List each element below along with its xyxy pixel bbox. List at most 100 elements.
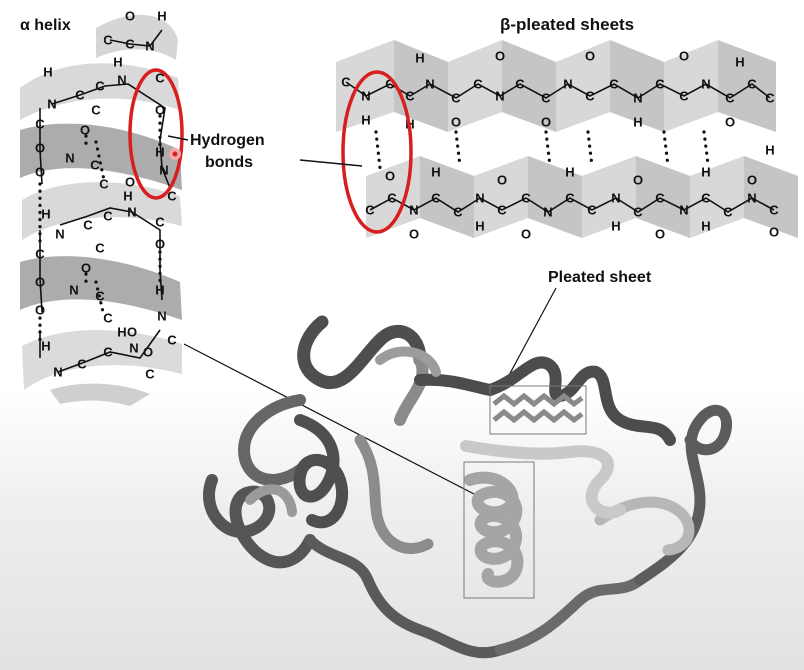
beta-strand-top: C N C C N C C N C C N C C N C C N C C C … xyxy=(341,49,775,158)
svg-text:N: N xyxy=(55,227,64,242)
svg-text:C: C xyxy=(341,75,351,90)
svg-text:O: O xyxy=(679,49,689,64)
svg-text:N: N xyxy=(611,191,620,206)
svg-text:O: O xyxy=(497,173,507,188)
svg-text:N: N xyxy=(117,73,126,88)
alpha-helix-atoms: C C N H O H N C O O C C N H O C N C C O … xyxy=(35,9,177,382)
svg-text:H: H xyxy=(43,65,52,80)
svg-text:N: N xyxy=(145,39,154,54)
svg-text:N: N xyxy=(679,203,688,218)
svg-text:N: N xyxy=(69,283,78,298)
svg-text:N: N xyxy=(475,191,484,206)
svg-text:O: O xyxy=(125,175,135,190)
beta-sheet-hbonds xyxy=(374,130,710,170)
protein-ribbon xyxy=(203,315,733,659)
pleated-sheet-label: Pleated sheet xyxy=(548,269,652,286)
svg-text:C: C xyxy=(167,333,177,348)
svg-text:C: C xyxy=(103,209,113,224)
svg-text:C: C xyxy=(405,89,415,104)
svg-text:N: N xyxy=(65,151,74,166)
svg-text:O: O xyxy=(655,227,665,242)
svg-text:C: C xyxy=(765,91,775,106)
svg-text:N: N xyxy=(53,365,62,380)
svg-text:C: C xyxy=(431,191,441,206)
beta-sheet-ribbon-bottom xyxy=(366,156,798,238)
svg-text:C: C xyxy=(77,357,87,372)
svg-text:C: C xyxy=(587,203,597,218)
svg-text:O: O xyxy=(747,173,757,188)
svg-text:N: N xyxy=(633,91,642,106)
svg-text:O: O xyxy=(385,169,395,184)
beta-hbond-highlight xyxy=(341,70,413,234)
svg-text:C: C xyxy=(83,218,93,233)
svg-text:O: O xyxy=(35,141,45,156)
svg-text:C: C xyxy=(655,77,665,92)
svg-text:O: O xyxy=(143,345,153,360)
svg-text:C: C xyxy=(95,241,105,256)
svg-text:N: N xyxy=(425,77,434,92)
svg-text:O: O xyxy=(769,225,779,240)
alpha-helix-backbone xyxy=(39,29,171,373)
svg-text:N: N xyxy=(701,77,710,92)
svg-text:O: O xyxy=(451,115,461,130)
svg-text:C: C xyxy=(679,89,689,104)
hydrogen-bonds-label-line1: Hydrogen xyxy=(190,132,265,149)
svg-text:O: O xyxy=(409,227,419,242)
alpha-hbond-highlight xyxy=(128,68,184,200)
svg-text:C: C xyxy=(387,191,397,206)
svg-text:O: O xyxy=(125,9,135,24)
svg-text:N: N xyxy=(47,97,56,112)
svg-text:O: O xyxy=(541,115,551,130)
svg-text:C: C xyxy=(473,77,483,92)
svg-text:N: N xyxy=(409,203,418,218)
svg-text:N: N xyxy=(495,89,504,104)
beta-sheet-ribbon-top xyxy=(336,40,776,132)
svg-text:C: C xyxy=(155,215,165,230)
svg-text:N: N xyxy=(543,205,552,220)
svg-text:H: H xyxy=(155,145,164,160)
svg-text:H: H xyxy=(415,51,424,66)
svg-text:O: O xyxy=(80,123,90,138)
svg-text:C: C xyxy=(655,191,665,206)
svg-text:C: C xyxy=(609,77,619,92)
svg-text:C: C xyxy=(75,88,85,103)
svg-text:O: O xyxy=(35,275,45,290)
svg-text:O: O xyxy=(35,165,45,180)
svg-text:O: O xyxy=(155,103,165,118)
svg-text:C: C xyxy=(515,77,525,92)
svg-text:H: H xyxy=(157,9,166,24)
svg-text:C: C xyxy=(99,177,109,192)
svg-text:N: N xyxy=(129,341,138,356)
protein-helix-inset xyxy=(463,461,535,599)
svg-text:C: C xyxy=(91,103,101,118)
svg-text:N: N xyxy=(747,191,756,206)
svg-text:C: C xyxy=(541,91,551,106)
svg-text:C: C xyxy=(451,91,461,106)
svg-text:C: C xyxy=(35,247,45,262)
svg-text:N: N xyxy=(361,89,370,104)
svg-text:C: C xyxy=(155,71,165,86)
svg-text:H: H xyxy=(701,219,710,234)
svg-text:N: N xyxy=(127,205,136,220)
svg-text:O: O xyxy=(81,261,91,276)
svg-text:O: O xyxy=(633,173,643,188)
beta-strand-bottom: C C N C C N C C N C C N C C N C C N C O … xyxy=(365,165,779,242)
svg-text:O: O xyxy=(725,115,735,130)
svg-text:C: C xyxy=(145,367,155,382)
svg-text:C: C xyxy=(725,91,735,106)
svg-text:C: C xyxy=(95,79,105,94)
svg-text:O: O xyxy=(585,49,595,64)
svg-text:C: C xyxy=(35,117,45,132)
protein-pleated-sheet-inset xyxy=(489,385,587,435)
svg-text:O: O xyxy=(521,227,531,242)
svg-text:C: C xyxy=(747,77,757,92)
svg-text:H: H xyxy=(41,207,50,222)
svg-text:H: H xyxy=(117,325,126,340)
svg-text:N: N xyxy=(563,77,572,92)
svg-text:C: C xyxy=(521,191,531,206)
svg-text:N: N xyxy=(159,163,168,178)
beta-sheet-title: β-pleated sheets xyxy=(500,15,634,34)
svg-text:C: C xyxy=(497,203,507,218)
